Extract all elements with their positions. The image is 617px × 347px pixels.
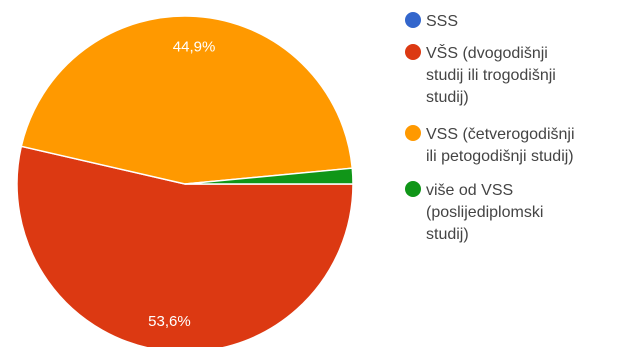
slice-value-label-2: 44,9% bbox=[173, 39, 216, 56]
legend-label-1-line-0: VŠS (dvogodišnji bbox=[426, 43, 548, 62]
legend-label-2-line-0: VSS (četverogodišnji bbox=[426, 126, 575, 143]
legend-label-0-line-0: SSS bbox=[426, 13, 458, 30]
slice-value-label-1: 53,6% bbox=[148, 313, 191, 330]
pie-slice-labels: 53,6% 44,9% bbox=[148, 39, 215, 330]
legend-label-3-line-1: (poslijediplomski bbox=[426, 204, 543, 221]
legend-label-3-line-2: studij) bbox=[426, 226, 469, 243]
legend-marker-2 bbox=[405, 125, 421, 141]
pie-slice-3 bbox=[184, 167, 354, 185]
legend-label-2-line-1: ili petogodišnji studij) bbox=[426, 148, 574, 165]
legend-label-1-line-2: studij) bbox=[426, 89, 469, 106]
legend-label-1-line-1: studij ili trogodišnji bbox=[426, 67, 556, 84]
legend-marker-0 bbox=[405, 12, 421, 28]
legend-marker-1 bbox=[405, 44, 421, 60]
pie-slice-1 bbox=[16, 145, 354, 347]
pie-slices bbox=[16, 15, 354, 347]
legend-label-3-line-0: više od VSS bbox=[426, 182, 513, 199]
legend: SSS VŠS (dvogodišnji studij ili trogodišnj… bbox=[405, 12, 575, 243]
pie-slice-2 bbox=[20, 15, 354, 185]
legend-marker-3 bbox=[405, 181, 421, 197]
